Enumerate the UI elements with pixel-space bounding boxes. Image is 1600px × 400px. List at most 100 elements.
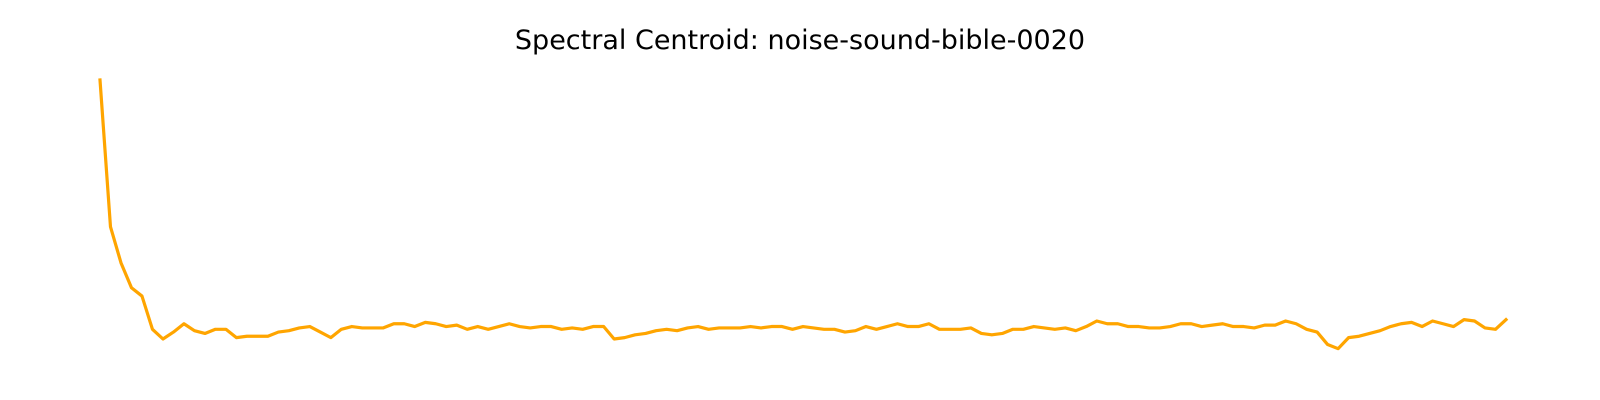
- data-point: [246, 335, 248, 337]
- data-point: [949, 328, 951, 330]
- data-point: [644, 332, 646, 334]
- data-point: [854, 329, 856, 331]
- data-point: [592, 325, 594, 327]
- data-point: [1421, 325, 1423, 327]
- data-point: [1012, 328, 1014, 330]
- data-point: [1127, 325, 1129, 327]
- data-point: [697, 325, 699, 327]
- data-point: [1337, 347, 1339, 349]
- data-point: [1305, 328, 1307, 330]
- data-point: [1180, 323, 1182, 325]
- data-point: [1001, 332, 1003, 334]
- data-point: [718, 327, 720, 329]
- data-point: [1295, 323, 1297, 325]
- data-point: [1096, 320, 1098, 322]
- data-point: [214, 328, 216, 330]
- data-point: [970, 327, 972, 329]
- data-point: [791, 328, 793, 330]
- data-point: [938, 328, 940, 330]
- data-point: [665, 328, 667, 330]
- data-point: [739, 327, 741, 329]
- data-point: [340, 328, 342, 330]
- data-point: [1473, 320, 1475, 322]
- data-point: [456, 324, 458, 326]
- data-point: [1484, 327, 1486, 329]
- data-point: [1033, 325, 1035, 327]
- data-point: [99, 79, 101, 81]
- data-point: [655, 329, 657, 331]
- data-point: [865, 325, 867, 327]
- data-point: [1463, 318, 1465, 320]
- data-point: [707, 328, 709, 330]
- data-point: [560, 328, 562, 330]
- data-point: [1043, 327, 1045, 329]
- data-point: [844, 331, 846, 333]
- data-point: [770, 325, 772, 327]
- data-point: [1347, 336, 1349, 338]
- data-point: [435, 323, 437, 325]
- series-line-0: [98, 78, 1509, 351]
- data-point: [959, 328, 961, 330]
- data-point: [361, 327, 363, 329]
- data-point: [256, 335, 258, 337]
- data-point: [183, 323, 185, 325]
- data-point: [1431, 320, 1433, 322]
- data-point: [991, 334, 993, 336]
- data-point: [676, 329, 678, 331]
- data-point: [917, 325, 919, 327]
- data-point: [487, 328, 489, 330]
- data-point: [267, 335, 269, 337]
- data-point: [130, 287, 132, 289]
- data-point: [1253, 327, 1255, 329]
- data-point: [907, 325, 909, 327]
- data-point: [1022, 328, 1024, 330]
- data-point: [686, 327, 688, 329]
- data-point: [1494, 328, 1496, 330]
- data-point: [760, 327, 762, 329]
- data-point: [1138, 325, 1140, 327]
- data-point: [1263, 324, 1265, 326]
- data-point: [109, 226, 111, 228]
- data-point: [1379, 329, 1381, 331]
- data-point: [802, 325, 804, 327]
- data-point: [1326, 343, 1328, 345]
- data-point: [393, 323, 395, 325]
- data-point: [613, 338, 615, 340]
- data-point: [1358, 335, 1360, 337]
- data-point: [812, 327, 814, 329]
- data-point: [1284, 320, 1286, 322]
- data-point: [529, 327, 531, 329]
- data-point: [1400, 323, 1402, 325]
- data-point: [1316, 331, 1318, 333]
- data-point: [288, 329, 290, 331]
- data-point: [498, 325, 500, 327]
- data-point: [172, 331, 174, 333]
- data-point: [1064, 327, 1066, 329]
- data-point: [445, 325, 447, 327]
- data-point: [623, 336, 625, 338]
- data-point: [833, 328, 835, 330]
- data-point: [634, 334, 636, 336]
- data-point: [225, 328, 227, 330]
- data-point: [728, 327, 730, 329]
- data-point: [141, 295, 143, 297]
- data-point: [571, 327, 573, 329]
- data-point: [980, 332, 982, 334]
- data-point: [1232, 325, 1234, 327]
- data-point: [1274, 324, 1276, 326]
- data-point: [581, 328, 583, 330]
- data-point: [382, 327, 384, 329]
- data-point: [414, 325, 416, 327]
- data-point: [330, 336, 332, 338]
- data-point: [319, 331, 321, 333]
- data-point: [886, 325, 888, 327]
- data-point: [781, 325, 783, 327]
- series-layer: [98, 78, 1509, 351]
- data-point: [508, 323, 510, 325]
- data-point: [235, 336, 237, 338]
- data-point: [403, 323, 405, 325]
- data-point: [1505, 318, 1507, 320]
- data-point: [1211, 324, 1213, 326]
- data-point: [298, 327, 300, 329]
